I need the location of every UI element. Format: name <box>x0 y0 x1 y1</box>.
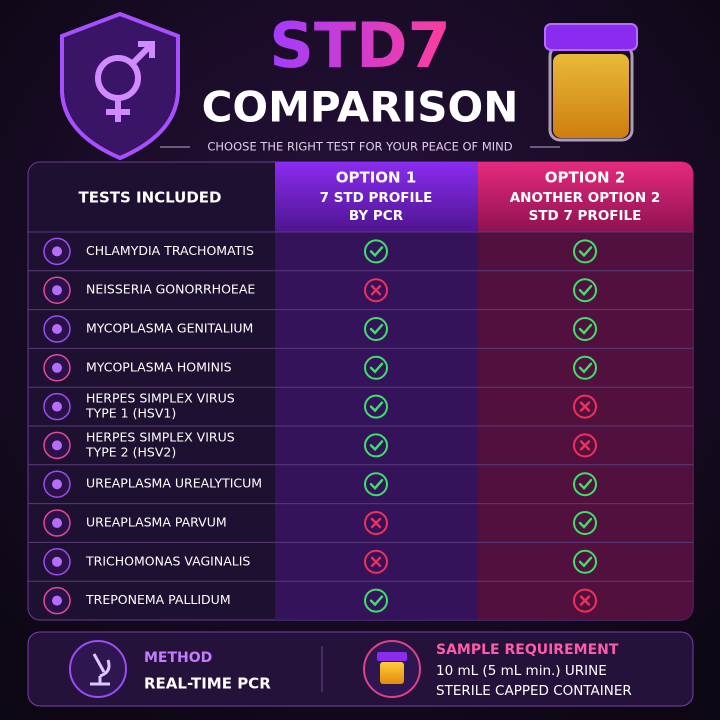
sample-line: 10 mL (5 mL min.) URINE <box>436 663 607 679</box>
microscope-icon <box>69 640 127 698</box>
test-name: TRICHOMONAS VAGINALIS <box>85 553 250 568</box>
cross-icon <box>573 433 597 458</box>
cross-icon <box>573 394 597 419</box>
check-mark <box>369 479 384 490</box>
option2-column <box>478 162 693 620</box>
test-name: TYPE 2 (HSV2) <box>85 444 176 459</box>
check-icon <box>573 278 597 303</box>
sample-line: STERILE CAPPED CONTAINER <box>436 683 632 699</box>
check-icon <box>573 511 597 535</box>
tagline: CHOOSE THE RIGHT TEST FOR YOUR PEACE OF … <box>207 140 512 154</box>
column-header: TESTS INCLUDED <box>78 189 221 207</box>
sample-cup-icon <box>544 23 638 142</box>
subtitle: COMPARISON <box>202 83 519 132</box>
test-name: UREAPLASMA PARVUM <box>86 515 227 530</box>
check-mark <box>369 362 384 374</box>
cross-mark <box>579 440 591 451</box>
check-icon <box>573 239 597 264</box>
check-mark <box>369 440 384 452</box>
shield-icon <box>60 11 180 161</box>
method-value: REAL-TIME PCR <box>144 675 271 693</box>
test-name: HERPES SIMPLEX VIRUS <box>86 429 235 444</box>
check-icon <box>364 472 388 497</box>
title: STD7 <box>269 9 451 82</box>
check-icon <box>364 433 388 458</box>
check-mark <box>369 595 384 607</box>
organism-icon-core <box>52 556 62 567</box>
option2-header <box>478 162 693 232</box>
check-icon <box>364 394 388 419</box>
organism-icon-core <box>52 595 62 606</box>
option1-column <box>275 162 478 620</box>
check-icon <box>573 472 597 497</box>
organism-icon-core <box>52 285 62 296</box>
check-icon <box>364 355 388 380</box>
organism-icon-core <box>52 401 62 412</box>
cross-mark <box>370 556 382 567</box>
microscope-shape <box>90 653 111 686</box>
check-icon <box>573 317 597 341</box>
cross-mark <box>370 285 382 296</box>
check-icon <box>364 317 388 341</box>
method-label: METHOD <box>144 650 212 666</box>
test-name: HERPES SIMPLEX VIRUS <box>86 391 235 406</box>
check-icon <box>573 549 597 574</box>
cross-mark <box>579 595 591 606</box>
cross-icon <box>364 511 388 535</box>
test-name: NEISSERIA GONORRHOEAE <box>86 282 255 297</box>
test-name: TYPE 1 (HSV1) <box>85 406 176 421</box>
check-mark <box>369 401 384 413</box>
check-mark <box>578 517 593 529</box>
organism-icon-core <box>52 324 62 334</box>
test-name: TREPONEMA PALLIDUM <box>85 592 231 607</box>
cross-mark <box>579 401 591 412</box>
cup-shape <box>380 662 404 684</box>
comparison-table <box>27 161 694 621</box>
check-mark <box>578 246 593 258</box>
column-subheader: 7 STD PROFILE <box>320 190 433 206</box>
cross-icon <box>573 588 597 613</box>
column-header: OPTION 2 <box>545 169 626 187</box>
check-icon <box>573 355 597 380</box>
check-icon <box>364 588 388 613</box>
check-mark <box>369 323 384 335</box>
option1-header <box>275 162 478 232</box>
column-subheader: BY PCR <box>349 208 404 224</box>
organism-icon-core <box>52 440 62 451</box>
test-name: MYCOPLASMA GENITALIUM <box>86 321 253 336</box>
organism-icon-core <box>52 518 62 528</box>
column-subheader: ANOTHER OPTION 2 <box>510 190 661 206</box>
footer: METHOD REAL-TIME PCR SAMPLE REQUIREMENT … <box>27 631 694 707</box>
organism-icon-core <box>52 479 62 490</box>
check-mark <box>578 362 593 374</box>
check-mark <box>578 479 593 490</box>
check-mark <box>369 246 384 258</box>
footer-frame <box>27 631 694 707</box>
sample-label: SAMPLE REQUIREMENT <box>436 642 619 658</box>
check-mark <box>578 285 593 296</box>
check-icon <box>364 239 388 264</box>
cross-icon <box>364 549 388 574</box>
column-header: OPTION 1 <box>336 169 417 187</box>
cup-lid <box>377 652 407 661</box>
test-name: CHLAMYDIA TRACHOMATIS <box>86 243 254 258</box>
test-name: UREAPLASMA UREALYTICUM <box>86 476 262 491</box>
test-name: MYCOPLASMA HOMINIS <box>86 359 232 374</box>
organism-icon-core <box>52 246 62 257</box>
check-mark <box>578 556 593 568</box>
column-subheader: STD 7 PROFILE <box>529 208 642 224</box>
cross-icon <box>364 278 388 303</box>
cross-mark <box>370 517 382 529</box>
organism-icon-core <box>52 362 62 373</box>
check-mark <box>578 323 593 335</box>
